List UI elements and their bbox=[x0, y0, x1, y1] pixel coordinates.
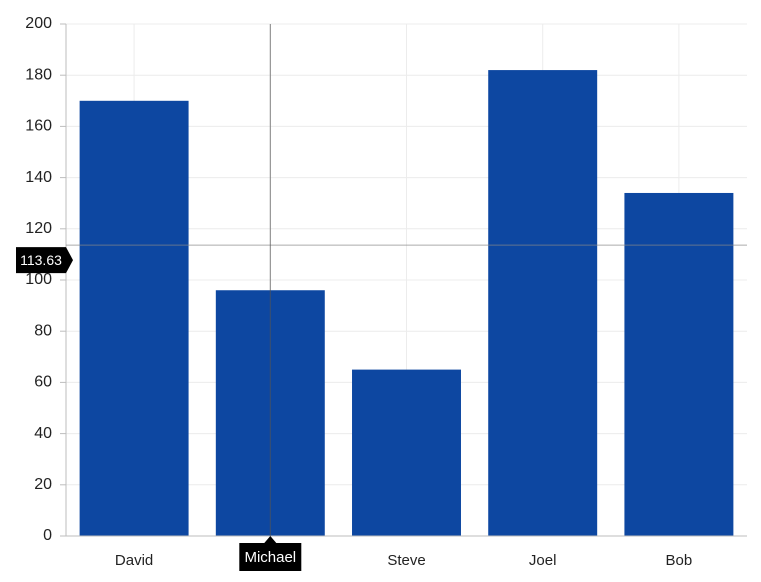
y-tick-label: 20 bbox=[34, 476, 52, 493]
x-tick-label: Bob bbox=[666, 552, 693, 569]
bar bbox=[352, 369, 461, 536]
crosshair-x-label: Michael bbox=[244, 549, 296, 566]
bar bbox=[79, 100, 189, 537]
y-tick-label: 40 bbox=[34, 425, 52, 442]
y-tick-label: 80 bbox=[34, 322, 52, 339]
x-tick-label: Steve bbox=[387, 552, 425, 569]
y-tick-label: 100 bbox=[25, 271, 52, 288]
y-tick-label: 60 bbox=[34, 374, 52, 391]
y-tick-label: 120 bbox=[25, 220, 52, 237]
x-tick-label: David bbox=[115, 552, 153, 569]
y-tick-label: 180 bbox=[25, 66, 52, 83]
bar bbox=[488, 70, 598, 536]
bar bbox=[624, 192, 734, 536]
y-tick-label: 200 bbox=[25, 15, 52, 32]
y-tick-label: 160 bbox=[25, 118, 52, 135]
crosshair-x-tooltip bbox=[239, 536, 302, 571]
y-tick-label: 0 bbox=[43, 527, 52, 544]
crosshair-y-tooltip bbox=[16, 247, 73, 274]
y-tick-label: 140 bbox=[25, 169, 52, 186]
x-tick-label: Joel bbox=[529, 552, 557, 569]
crosshair-y-label: 113.63 bbox=[20, 252, 62, 268]
